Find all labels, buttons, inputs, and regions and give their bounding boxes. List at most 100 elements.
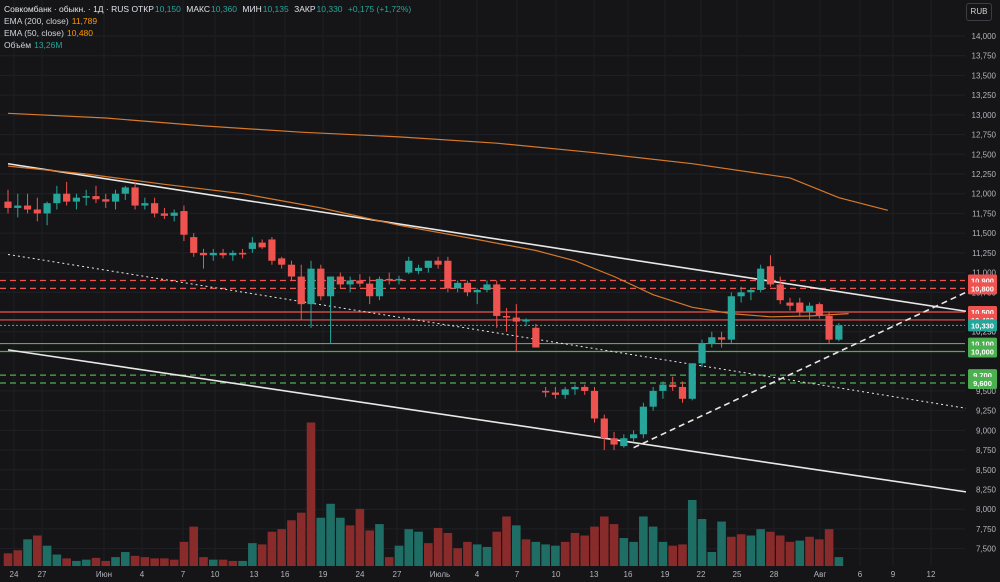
volume-bar xyxy=(775,535,785,566)
ema-lines xyxy=(7,112,888,318)
volume-bar xyxy=(228,560,238,566)
y-tick-label: 13,500 xyxy=(972,71,997,80)
volume-bar xyxy=(707,552,717,566)
candle-body xyxy=(542,390,550,393)
x-tick-label: 22 xyxy=(697,570,706,579)
candle-body xyxy=(160,213,168,216)
volume-bar xyxy=(267,531,277,566)
volume-bar xyxy=(687,499,697,566)
y-tick-label: 10,250 xyxy=(972,328,997,337)
volume-bar xyxy=(13,550,23,566)
candle-body xyxy=(522,319,530,322)
y-tick-label: 8,250 xyxy=(976,485,997,494)
volume-bar xyxy=(72,560,81,566)
volume-bar xyxy=(160,558,169,566)
x-tick-label: 4 xyxy=(140,570,145,579)
candle-body xyxy=(717,337,726,340)
candle-body xyxy=(600,418,608,439)
candle-body xyxy=(180,211,188,235)
indicator-volume[interactable]: Объём 13,26M xyxy=(4,39,411,51)
volume-bar xyxy=(560,541,570,566)
volume-bar xyxy=(805,536,814,566)
volume-bar xyxy=(541,544,550,566)
y-tick-label: 8,000 xyxy=(976,505,997,514)
y-tick-label: 12,250 xyxy=(972,170,997,179)
candle-body xyxy=(796,302,804,313)
x-tick-label: 27 xyxy=(38,570,47,579)
candle-body xyxy=(356,280,364,284)
volume-bar xyxy=(384,557,394,566)
candle-body xyxy=(512,317,520,322)
candle-body xyxy=(63,193,71,202)
indicator-ema50[interactable]: EMA (50, close) 10,480 xyxy=(4,27,411,39)
candle-body xyxy=(610,438,618,445)
candle-body xyxy=(346,280,354,285)
indicator-value: 13,26M xyxy=(34,40,63,50)
candle-body xyxy=(688,363,696,399)
x-tick-label: Июль xyxy=(430,570,450,579)
candle-body xyxy=(395,278,403,281)
candle-body xyxy=(454,282,462,289)
volume-bar xyxy=(648,526,658,566)
candle-body xyxy=(532,327,540,348)
volume-bar xyxy=(834,557,844,566)
indicator-ema200[interactable]: EMA (200, close) 11,789 xyxy=(4,15,411,27)
candle-body xyxy=(766,266,775,285)
currency-button[interactable]: RUB xyxy=(966,3,992,21)
y-tick-label: 8,500 xyxy=(976,466,997,475)
y-tick-label: 13,750 xyxy=(972,52,997,61)
volume-bar xyxy=(756,529,765,566)
candle-body xyxy=(4,201,12,208)
x-tick-label: 9 xyxy=(891,570,896,579)
price-badge-label: 10,800 xyxy=(971,284,994,293)
candle-body xyxy=(805,305,814,313)
y-tick-label: 9,250 xyxy=(976,407,997,416)
y-tick-label: 11,750 xyxy=(972,209,996,218)
volume-bar xyxy=(512,525,521,566)
y-tick-label: 11,250 xyxy=(972,249,996,258)
candle-body xyxy=(473,289,481,293)
volume-bar xyxy=(199,557,208,566)
volume-bar xyxy=(52,554,62,566)
y-tick-label: 7,500 xyxy=(976,545,997,554)
y-tick-label: 12,750 xyxy=(972,131,997,140)
candle-body xyxy=(708,337,716,344)
candle-body xyxy=(747,289,755,293)
trend-line xyxy=(7,162,967,313)
volume-bar xyxy=(345,525,355,566)
y-tick-label: 11,500 xyxy=(972,229,996,238)
candle-body xyxy=(121,187,129,194)
volume-bar xyxy=(208,559,218,566)
candle-body xyxy=(317,268,325,297)
volume-bar xyxy=(3,553,13,566)
candle-body xyxy=(209,252,217,256)
low-label: МИН xyxy=(242,4,262,14)
candle-body xyxy=(199,252,208,256)
volume-bar xyxy=(218,559,228,566)
candle-body xyxy=(268,239,276,261)
candle-body xyxy=(219,252,227,256)
volume-bar xyxy=(658,541,668,566)
y-tick-label: 12,000 xyxy=(972,190,997,199)
volume-bar xyxy=(678,544,687,566)
y-tick-label: 12,500 xyxy=(972,150,997,159)
volume-bar xyxy=(121,552,130,566)
trend-line xyxy=(7,349,967,493)
candle-body xyxy=(639,406,647,435)
candle-body xyxy=(737,292,745,297)
candle-body xyxy=(698,343,706,364)
candle-body xyxy=(630,434,638,439)
y-tick-label: 14,000 xyxy=(972,32,997,41)
volume-bar xyxy=(189,526,199,566)
candle-body xyxy=(385,278,393,281)
price-badge-label: 10,330 xyxy=(971,321,994,330)
volume-bar xyxy=(81,559,91,566)
price-badge xyxy=(968,319,997,332)
volume-bar xyxy=(91,557,101,566)
candle-body xyxy=(53,193,61,204)
close-value: 10,330 xyxy=(316,4,343,14)
volume-bar xyxy=(746,535,756,566)
candle-body xyxy=(287,264,296,277)
price-badge-label: 10,900 xyxy=(971,276,994,285)
